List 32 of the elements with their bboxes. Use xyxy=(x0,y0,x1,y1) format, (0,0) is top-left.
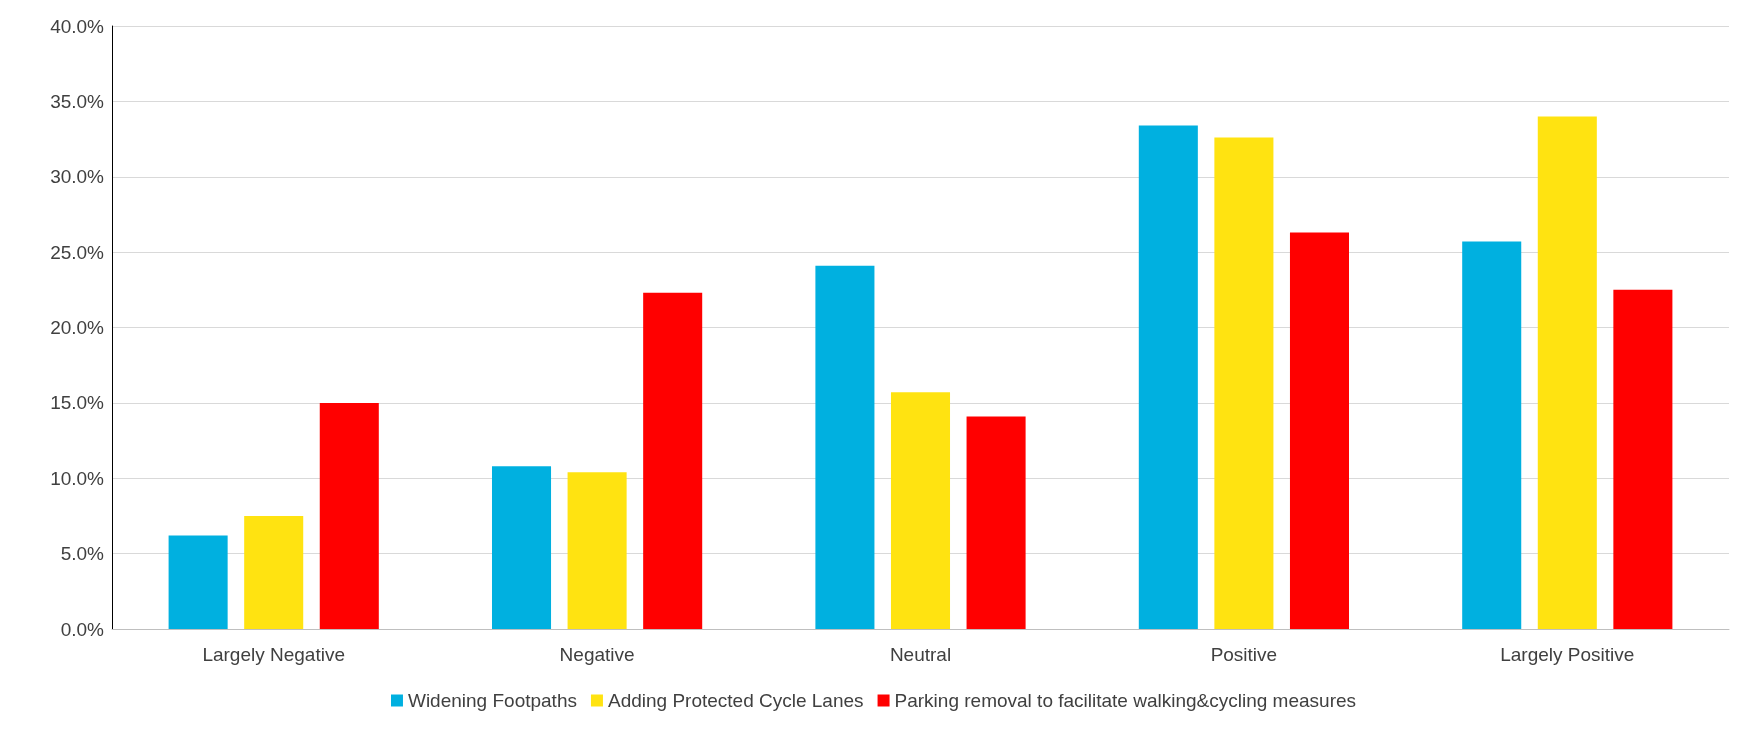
y-tick-label: 0.0% xyxy=(60,618,105,640)
y-tick-label: 10.0% xyxy=(50,467,105,489)
legend-label: Widening Footpaths xyxy=(407,690,577,711)
bar xyxy=(1613,289,1673,629)
y-tick-label: 25.0% xyxy=(50,241,105,263)
y-tick-label: 5.0% xyxy=(60,543,105,565)
x-tick-label: Neutral xyxy=(889,644,952,665)
legend-label: Parking removal to facilitate walking&cycling measures xyxy=(894,690,1357,711)
legend-label: Adding Protected Cycle Lanes xyxy=(607,690,864,711)
bar xyxy=(966,416,1026,629)
bar xyxy=(244,515,304,629)
y-tick-label: 20.0% xyxy=(50,317,105,338)
y-tick-label: 35.0% xyxy=(50,90,105,112)
bar xyxy=(1138,125,1198,629)
bar xyxy=(168,535,228,629)
bar xyxy=(890,392,951,629)
bar xyxy=(492,466,552,629)
x-tick-label: Largely Negative xyxy=(202,644,345,665)
y-tick-label: 40.0% xyxy=(50,15,105,37)
x-tick-label: Largely Positive xyxy=(1500,644,1635,665)
y-tick-label: 15.0% xyxy=(50,392,105,414)
y-tick-label: 30.0% xyxy=(50,166,105,188)
x-tick-label: Positive xyxy=(1210,644,1278,665)
bar xyxy=(319,402,379,629)
bar xyxy=(1537,116,1597,629)
bar xyxy=(1462,241,1522,629)
bar xyxy=(1214,137,1274,629)
x-tick-label: Negative xyxy=(559,644,635,665)
bar xyxy=(567,472,627,629)
bar xyxy=(1289,232,1350,629)
bar xyxy=(815,265,875,629)
bar xyxy=(643,292,703,629)
